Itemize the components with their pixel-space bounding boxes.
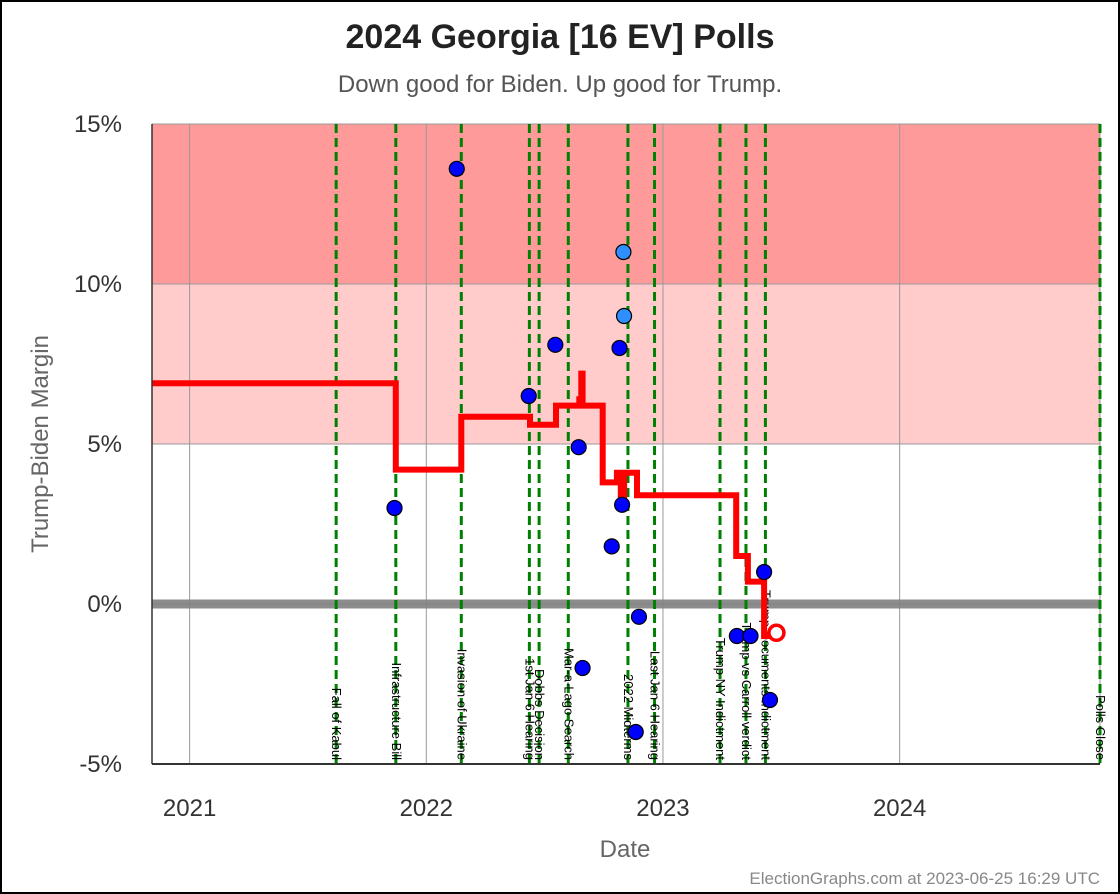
- event-label: Trump NY Indictment: [713, 638, 728, 760]
- chart-title: 2024 Georgia [16 EV] Polls: [346, 18, 775, 56]
- event-label: Polls Close: [1093, 695, 1108, 760]
- x-tick-label: 2021: [163, 795, 216, 822]
- event-label: Infrastructure Bill: [389, 662, 404, 760]
- poll-point: [603, 538, 620, 555]
- poll-point: [611, 339, 628, 357]
- chart-subtitle: Down good for Biden. Up good for Trump.: [338, 71, 782, 98]
- poll-point: [574, 659, 591, 677]
- x-tick-label: 2024: [873, 795, 926, 822]
- event-label: Dobbs Decision: [532, 669, 547, 760]
- poll-point: [615, 307, 633, 325]
- poll-point: [756, 563, 773, 581]
- event-label: Last Jan 6 Hearing: [648, 651, 663, 760]
- y-tick-label: -5%: [79, 751, 122, 778]
- event-label: Mar-a-Lago Search: [561, 648, 576, 760]
- event-label: 1st Jan 6 Hearing: [522, 658, 537, 760]
- x-tick-label: 2022: [400, 795, 453, 822]
- event-label: Invasion of Ukraine: [454, 649, 469, 760]
- event-label: Fall of Kabul: [329, 688, 344, 760]
- poll-point: [520, 387, 537, 405]
- x-axis-label: Date: [600, 836, 651, 863]
- y-axis-label: Trump-Biden Margin: [27, 335, 54, 553]
- poll-point: [627, 723, 644, 741]
- average-endpoint-marker: [767, 623, 786, 643]
- x-tick-label: 2023: [636, 795, 689, 822]
- poll-point: [448, 160, 465, 177]
- poll-point: [386, 499, 403, 517]
- poll-point: [728, 627, 745, 645]
- y-tick-label: 15%: [74, 111, 122, 138]
- poll-point: [742, 627, 759, 645]
- margin-band-0: [152, 124, 1100, 284]
- margin-band-1: [152, 284, 1100, 444]
- event-label: Trump vs Carroll verdict: [739, 623, 754, 761]
- poll-point: [547, 336, 564, 353]
- y-tick-label: 0%: [87, 591, 122, 618]
- poll-point: [614, 496, 631, 513]
- y-tick-label: 10%: [74, 271, 122, 298]
- average-line: [152, 370, 777, 639]
- poll-point: [570, 439, 587, 456]
- footer-credit: ElectionGraphs.com at 2023-06-25 16:29 U…: [749, 869, 1100, 888]
- poll-point: [615, 243, 632, 261]
- poll-point: [761, 691, 779, 709]
- poll-point: [630, 608, 648, 625]
- event-label: 2022 Midterms: [621, 674, 636, 760]
- y-tick-label: 5%: [87, 431, 122, 458]
